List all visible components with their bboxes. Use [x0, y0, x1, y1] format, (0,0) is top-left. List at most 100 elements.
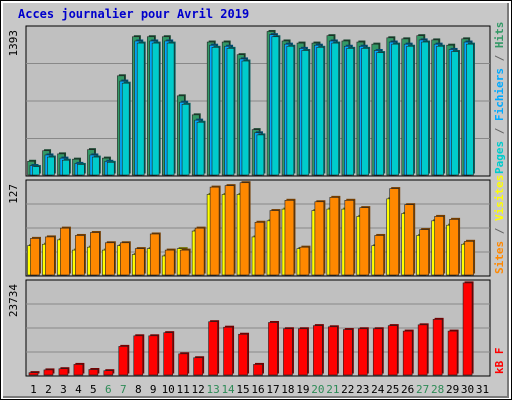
- day-label: 6: [105, 383, 112, 396]
- legend-entry: Visites: [493, 175, 506, 221]
- bar-sites: [134, 248, 145, 276]
- bar-kb-f: [313, 325, 323, 376]
- bar-kb-f: [103, 370, 114, 376]
- bar-sites: [45, 236, 55, 276]
- bar-sites: [75, 235, 85, 276]
- bar-pages: [62, 159, 70, 176]
- bar-pages: [47, 156, 55, 176]
- bar-sites: [449, 219, 459, 276]
- day-label: 12: [192, 383, 205, 396]
- bar-pages: [316, 47, 325, 176]
- bar-sites: [194, 227, 205, 276]
- bar-pages: [421, 41, 429, 176]
- bar-sites: [419, 229, 429, 276]
- bar-sites: [119, 242, 130, 276]
- panel-legend: Pages / Fichiers / Hits: [493, 22, 506, 174]
- legend-entry: Sites: [493, 241, 506, 274]
- bar-sites: [284, 200, 295, 276]
- day-label: 19: [296, 383, 309, 396]
- legend-entry: /: [493, 221, 506, 241]
- day-label: 18: [281, 383, 294, 396]
- bar-sites: [209, 186, 220, 276]
- panel-visites-sites: 127 Sites / Visites: [7, 175, 506, 277]
- bar-kb-f: [223, 326, 233, 376]
- bar-sites: [434, 216, 444, 276]
- chart-title: Acces journalier pour Avril 2019: [18, 7, 249, 21]
- day-label: 16: [251, 383, 264, 396]
- legend-entry: Fichiers: [493, 68, 506, 121]
- legend-entry: Hits: [493, 22, 506, 49]
- bar-kb-f: [357, 328, 368, 376]
- day-label: 28: [431, 383, 444, 396]
- bar-sites: [105, 242, 115, 276]
- bar-pages: [406, 45, 414, 176]
- day-label: 15: [236, 383, 249, 396]
- bar-pages: [166, 42, 175, 176]
- day-label: 4: [75, 383, 82, 396]
- day-label: 25: [386, 383, 399, 396]
- bar-pages: [286, 45, 295, 176]
- bar-pages: [121, 82, 130, 176]
- bar-kb-f: [118, 346, 129, 376]
- bar-kb-f: [417, 324, 428, 376]
- bar-kb-f: [402, 330, 413, 376]
- panel-pages-fichiers-hits: 1393 Pages / Fichiers / Hits: [7, 22, 506, 177]
- bar-pages: [136, 42, 145, 176]
- y-max-label: 1393: [7, 30, 20, 57]
- day-label: 8: [135, 383, 142, 396]
- day-label: 31: [476, 383, 489, 396]
- bar-pages: [91, 156, 100, 176]
- bar-sites: [30, 238, 40, 276]
- bar-pages: [466, 43, 474, 176]
- bar-pages: [301, 50, 310, 176]
- day-label: 1: [30, 383, 37, 396]
- bar-sites: [179, 249, 190, 276]
- bar-sites: [314, 201, 325, 276]
- day-label: 24: [371, 383, 385, 396]
- bar-kb-f: [178, 353, 188, 376]
- day-label: 2: [45, 383, 52, 396]
- legend-entry: /: [493, 121, 506, 141]
- bar-sites: [344, 200, 355, 276]
- frame-bevel: [3, 3, 509, 398]
- bar-kb-f: [298, 328, 308, 376]
- bar-kb-f: [58, 368, 69, 376]
- bar-pages: [32, 166, 40, 176]
- panel-kb-f: 23734 kB F: [7, 279, 506, 377]
- panels-layer: 1393 Pages / Fichiers / Hits 127 Sites / Vi…: [7, 22, 506, 377]
- bar-kb-f: [43, 369, 54, 376]
- bar-kb-f: [328, 326, 338, 376]
- bar-kb-f: [73, 364, 84, 376]
- bar-pages: [436, 45, 444, 176]
- day-label: 21: [326, 383, 339, 396]
- bar-kb-f: [88, 369, 99, 376]
- bar-kb-f: [148, 335, 159, 376]
- day-labels: 1 2 3 4 5 6 7 8 9 10 11 12 13 14 15 16 17 18 19 20 21 22 23 24 2…: [30, 383, 489, 396]
- bar-sites: [464, 241, 474, 276]
- legend-entry: kB F: [493, 348, 506, 375]
- bar-pages: [271, 36, 280, 176]
- day-label: 23: [356, 383, 369, 396]
- day-label: 26: [401, 383, 414, 396]
- bar-kb-f: [387, 325, 398, 376]
- bar-kb-f: [208, 321, 218, 376]
- bar-shadow-kb-f: [30, 371, 40, 374]
- bar-pages: [331, 42, 340, 176]
- bar-kb-f: [447, 330, 458, 376]
- day-label: 10: [162, 383, 175, 396]
- bar-sites: [60, 227, 70, 276]
- bar-sites: [299, 246, 310, 276]
- bar-sites: [359, 207, 370, 276]
- bar-pages: [151, 42, 160, 176]
- bar-kb-f: [238, 333, 248, 376]
- bar-sites: [329, 197, 340, 276]
- bar-sites: [224, 185, 235, 276]
- day-label: 29: [446, 383, 459, 396]
- bar-sites: [374, 235, 385, 276]
- bar-pages: [391, 43, 399, 176]
- day-label: 14: [221, 383, 235, 396]
- bar-pages: [256, 134, 265, 176]
- bar-kb-f: [343, 329, 353, 376]
